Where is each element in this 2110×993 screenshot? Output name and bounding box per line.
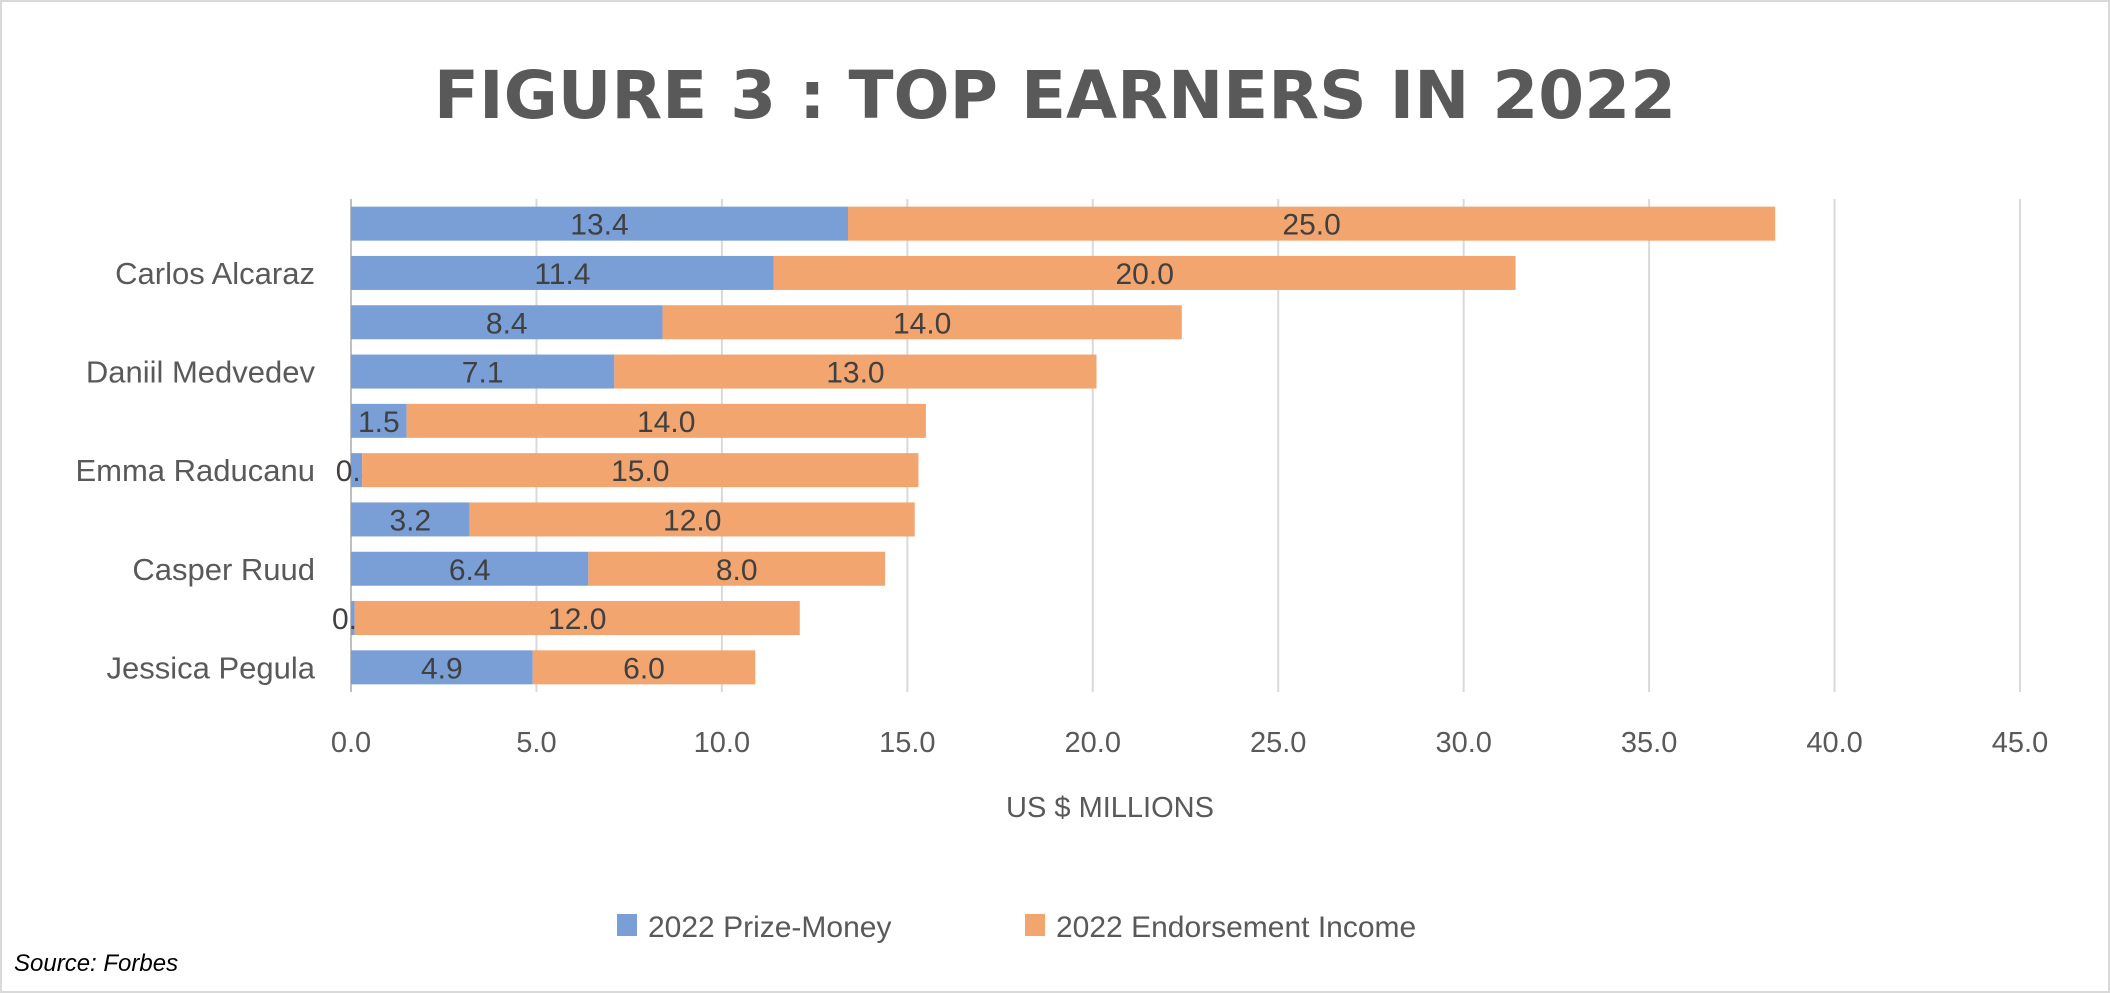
bar-segment <box>351 453 363 488</box>
source-note: Source: Forbes <box>14 950 178 977</box>
data-label: 14.0 <box>893 307 951 340</box>
data-label: 12.0 <box>663 504 721 537</box>
data-label: 7.1 <box>462 357 504 390</box>
data-label: 6.0 <box>623 652 665 685</box>
category-label: Carlos Alcaraz <box>115 256 315 291</box>
data-label: 1.5 <box>358 406 400 439</box>
bar-segment <box>614 354 1097 389</box>
chart-title: FIGURE 3 : TOP EARNERS IN 2022 <box>434 57 1676 134</box>
bar-segment <box>351 255 774 290</box>
data-label: 11.4 <box>534 258 590 291</box>
data-label: 6.4 <box>449 554 491 587</box>
bar-segment <box>351 305 663 340</box>
bar-segment <box>354 601 800 636</box>
x-tick-label: 45.0 <box>1992 727 2048 759</box>
data-label: 3.2 <box>389 504 431 537</box>
data-label: 13.4 <box>570 209 628 242</box>
x-tick-label: 40.0 <box>1806 727 1862 759</box>
bar-segment <box>362 453 919 488</box>
bar-segment <box>351 502 470 537</box>
x-tick-label: 10.0 <box>694 727 750 759</box>
bar-segment <box>773 255 1516 290</box>
category-label: Daniil Medvedev <box>86 355 316 390</box>
data-label: 14.0 <box>637 406 695 439</box>
x-axis-title: US $ MILLIONS <box>1006 792 1214 824</box>
category-label: Jessica Pegula <box>106 650 315 685</box>
bar-segment <box>351 650 533 685</box>
legend-swatch-endorsement <box>1025 914 1045 936</box>
bar-segment <box>351 206 848 241</box>
bar-segment <box>469 502 915 537</box>
legend-swatch-prize-money <box>617 914 637 936</box>
bars: 13.4 25.011.4 20.08.4 14.07.1 13.01.5 14.00.3… <box>332 206 1776 685</box>
data-label: 8.0 <box>716 554 758 587</box>
bar-segment <box>351 551 589 586</box>
data-label: 8.4 <box>486 307 528 340</box>
x-tick-label: 30.0 <box>1435 727 1491 759</box>
legend-label-prize-money: 2022 Prize-Money <box>648 911 891 944</box>
bar-segment <box>847 206 1776 241</box>
category-labels: Carlos Alcaraz Daniil Medvedev Emma Raduca… <box>75 256 315 685</box>
x-tick-label: 5.0 <box>516 727 556 759</box>
data-label: 12.0 <box>548 603 606 636</box>
bar-segment <box>351 354 615 389</box>
bar-segment <box>532 650 756 685</box>
bar-segment <box>662 305 1182 340</box>
data-label: 4.9 <box>421 652 463 685</box>
data-label: 13.0 <box>826 357 884 390</box>
data-label: 25.0 <box>1282 209 1340 242</box>
x-tick-label: 15.0 <box>879 727 935 759</box>
x-tick-label: 0.0 <box>331 727 371 759</box>
legend-label-endorsement: 2022 Endorsement Income <box>1056 911 1416 944</box>
bar-segment <box>351 403 407 438</box>
x-tick-labels: 0.0 5.0 10.0 15.0 20.0 25.0 30.0 35.0 40.0 45.0 <box>331 727 2048 759</box>
bar-segment <box>351 601 355 636</box>
x-tick-label: 25.0 <box>1250 727 1306 759</box>
category-label: Emma Raducanu <box>75 453 315 488</box>
x-tick-label: 35.0 <box>1621 727 1677 759</box>
bar-segment <box>406 403 926 438</box>
data-label: 15.0 <box>611 455 669 488</box>
legend[interactable]: 2022 Prize-Money 2022 Endorsement Income <box>617 911 1416 944</box>
category-label: Casper Ruud <box>132 552 315 587</box>
x-tick-label: 20.0 <box>1065 727 1121 759</box>
bar-segment <box>588 551 886 586</box>
data-label: 20.0 <box>1116 258 1174 291</box>
